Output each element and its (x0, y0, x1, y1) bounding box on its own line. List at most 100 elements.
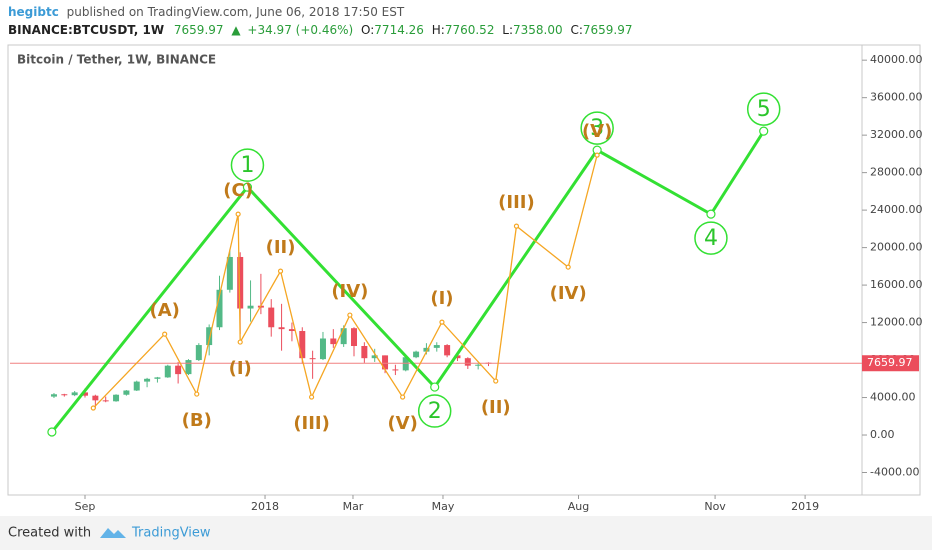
wave-label: (I) (430, 288, 453, 309)
wave-label: 2 (428, 399, 442, 424)
wave-point (162, 331, 168, 337)
candle-body (433, 345, 440, 348)
candle-body (444, 345, 451, 356)
candle-body (185, 360, 192, 375)
candle-body (113, 394, 120, 402)
candle-body (299, 331, 306, 359)
candle-body (102, 400, 109, 402)
ohlc-value: 7358.00 (513, 23, 563, 37)
candle-body (123, 390, 130, 395)
candle-body (288, 329, 295, 332)
chart-frame (7, 44, 921, 496)
wave-label: (II) (266, 237, 296, 258)
candle-body (392, 369, 399, 371)
x-tick-label: May (432, 500, 455, 513)
symbol: BINANCE:BTCUSDT, 1W (8, 23, 164, 37)
candle-body (164, 365, 171, 378)
header-line-1: hegibtc published on TradingView.com, Ju… (8, 5, 405, 19)
candle-body (464, 358, 471, 366)
footer-bar (0, 516, 932, 550)
ohlc-label: C: (570, 23, 582, 37)
candle-body (144, 378, 151, 382)
candle-body (195, 345, 202, 361)
wave-label: 3 (590, 116, 604, 141)
y-tick-label: 16000.00 (870, 278, 923, 291)
wave-label: (V) (387, 413, 417, 434)
plot: -4000.000.004000.008000.0012000.0016000.… (10, 53, 923, 513)
candle-body (402, 357, 409, 371)
candle-body (361, 346, 368, 359)
candle-body (413, 351, 420, 358)
candle-body (382, 355, 389, 370)
y-tick-label: 0.00 (870, 428, 895, 441)
y-tick-label: 20000.00 (870, 241, 923, 254)
wave-label: (III) (498, 192, 535, 213)
wave-label-circle (230, 148, 265, 182)
wave-point (439, 319, 445, 325)
wave-point (277, 268, 284, 274)
x-tick-label: Nov (704, 500, 726, 513)
candle-body (319, 338, 326, 360)
ohlc-value: 7760.52 (445, 23, 495, 37)
candle-body (82, 392, 89, 396)
wave-point (565, 264, 571, 270)
ohlc-label: L: (502, 23, 513, 37)
wave-label: (V) (582, 121, 612, 142)
y-tick-label: 12000.00 (870, 316, 923, 329)
wave-label-circle (694, 221, 728, 255)
y-tick-label: 24000.00 (870, 203, 923, 216)
candle-body (133, 381, 140, 391)
wave-point (47, 427, 57, 437)
candle-body (175, 365, 182, 375)
author[interactable]: hegibtc (8, 5, 59, 19)
wave-label-circle (580, 111, 614, 145)
wave-label: 1 (240, 153, 254, 178)
wave-label-circle (746, 92, 781, 126)
candle-body (92, 395, 99, 401)
candle-body (423, 347, 430, 352)
wave-point (237, 339, 243, 345)
header-line-2: BINANCE:BTCUSDT, 1W 7659.97 ▲ +34.97 (+0… (8, 23, 633, 37)
candle-body (226, 256, 233, 290)
y-tick-label: -4000.00 (870, 466, 919, 479)
published: published on TradingView.com, June 06, 2… (67, 5, 405, 19)
wave-point (347, 312, 353, 318)
candle-body (268, 307, 275, 328)
price-label-bg (862, 355, 919, 372)
candle-body (371, 355, 378, 359)
ohlc-value: 7659.97 (583, 23, 633, 37)
wave-label: (A) (149, 300, 179, 321)
candle-body (309, 358, 316, 360)
wave-point (759, 126, 769, 136)
footer-brand[interactable]: TradingView (131, 526, 211, 541)
x-tick-label: Sep (75, 500, 96, 513)
candle-body (330, 338, 337, 345)
candle-body (475, 364, 482, 366)
candle-body (278, 327, 285, 330)
price: 7659.97 (174, 23, 224, 37)
wave-label: (C) (223, 180, 253, 201)
y-tick-label: 4000.00 (870, 391, 916, 404)
wave-point (242, 182, 253, 192)
ohlc-label: H: (432, 23, 445, 37)
wave-line (50, 130, 765, 433)
candle-body (237, 256, 244, 309)
price-label: 7659.97 (867, 356, 913, 369)
wave-point (493, 378, 499, 384)
wave-point (308, 394, 315, 400)
y-tick-label: 36000.00 (870, 91, 923, 104)
wave-label: (I) (229, 358, 252, 379)
candle-body (50, 394, 57, 397)
candle-body (71, 392, 78, 396)
wave-point (194, 391, 200, 397)
candle-body (206, 327, 213, 346)
wave-label: (III) (293, 413, 330, 434)
y-tick-label: 28000.00 (870, 166, 923, 179)
arrow: ▲ (231, 23, 241, 37)
candle-body (351, 328, 358, 346)
change: +34.97 (+0.46%) (247, 23, 353, 37)
wave-point (513, 223, 520, 229)
wave-point (235, 211, 241, 217)
